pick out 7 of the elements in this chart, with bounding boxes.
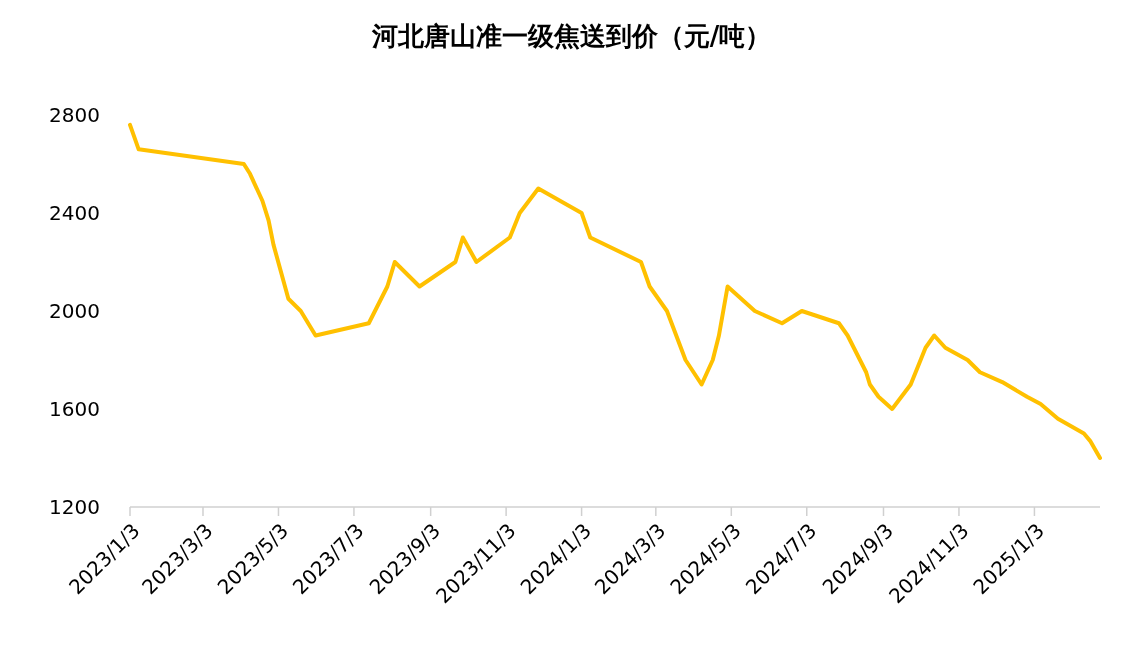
y-tick-label: 1600 [49,397,100,421]
y-tick-label: 2000 [49,299,100,323]
y-tick-label: 1200 [49,495,100,519]
chart-title: 河北唐山准一级焦送到价（元/吨） [370,21,772,51]
y-tick-label: 2400 [49,201,100,225]
line-series [128,122,1102,460]
y-tick-label: 2800 [49,103,100,127]
